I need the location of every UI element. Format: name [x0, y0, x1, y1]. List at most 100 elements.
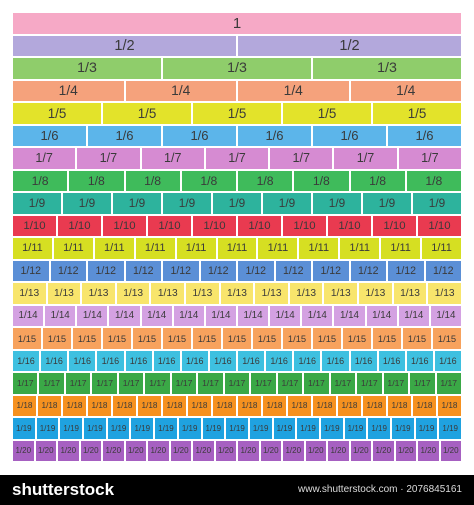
fraction-cell: 1/7 — [140, 147, 205, 170]
fraction-cell: 1/15 — [132, 327, 162, 350]
fraction-cell: 1/11 — [380, 237, 422, 260]
fraction-cell: 1/8 — [180, 169, 237, 192]
fraction-cell: 1/7 — [397, 147, 462, 170]
fraction-cell: 1/15 — [282, 327, 312, 350]
fraction-row: 1/4 1/4 1/4 1/4 — [12, 79, 462, 102]
fraction-row: 1/18 1/18 1/18 1/18 1/18 1/18 1/18 1/18 1/18 1/18… — [12, 394, 462, 417]
fraction-cell: 1/12 — [387, 259, 425, 282]
fraction-cell: 1/17 — [38, 372, 65, 395]
fraction-cell: 1/19 — [106, 417, 131, 440]
fraction-cell: 1/20 — [237, 439, 260, 462]
fraction-row: 1/19 1/19 1/19 1/19 1/19 1/19 1/19 1/19 1/19 1/19… — [12, 417, 463, 440]
fraction-cell: 1/10 — [372, 214, 417, 237]
fraction-cell: 1/8 — [68, 169, 125, 192]
fraction-cell: 1/17 — [117, 372, 145, 395]
fraction-cell: 1/9 — [262, 192, 312, 215]
fraction-cell: 1/11 — [257, 237, 299, 260]
fraction-cell: 1/14 — [140, 304, 173, 327]
fraction-cell: 1/11 — [175, 237, 217, 260]
fraction-cell: 1/11 — [339, 237, 381, 260]
fraction-cell: 1/12 — [312, 259, 350, 282]
fraction-cell: 1/20 — [439, 439, 462, 462]
fraction-cell: 1/16 — [124, 349, 153, 372]
fraction-cell: 1/19 — [414, 417, 439, 440]
logo: shutterstock — [12, 480, 115, 499]
fraction-cell: 1/20 — [304, 439, 327, 462]
fraction-cell: 1/3 — [12, 57, 162, 80]
fraction-cell: 1/15 — [42, 327, 72, 350]
fraction-cell: 1/16 — [349, 349, 378, 372]
fraction-cell: 1/4 — [124, 79, 237, 102]
fraction-row: 1/10 1/10 1/10 1/10 1/10 1/10 1/10 1/10 1/10 1/10 — [12, 214, 462, 237]
fraction-cell: 1/14 — [12, 304, 45, 327]
fraction-cell: 1/9 — [312, 192, 362, 215]
fraction-cell: 1/20 — [57, 439, 80, 462]
fraction-cell: 1/14 — [397, 304, 430, 327]
fraction-cell: 1/4 — [237, 79, 350, 102]
fraction-cell: 1/8 — [293, 169, 350, 192]
footer: shutterstock www.shutterstock.com · 2076… — [0, 475, 474, 505]
fraction-row: 1/13 1/13 1/13 1/13 1/13 1/13 1/13 1/13 1/13 1/13… — [12, 282, 462, 305]
fraction-cell: 1/18 — [187, 394, 212, 417]
fraction-cell: 1/3 — [162, 57, 312, 80]
fraction-cell: 1/18 — [312, 394, 337, 417]
fraction-cell: 1/7 — [12, 147, 77, 170]
fraction-cell: 1/18 — [287, 394, 312, 417]
fraction-cell: 1/9 — [362, 192, 412, 215]
fraction-cell: 1/17 — [170, 372, 198, 395]
fraction-cell: 1/14 — [301, 304, 334, 327]
fraction-cell: 1/20 — [327, 439, 350, 462]
fraction-cell: 1/15 — [312, 327, 342, 350]
fraction-cell: 1/15 — [12, 327, 42, 350]
fraction-cell: 1/16 — [40, 349, 69, 372]
fraction-cell: 1/5 — [192, 102, 282, 125]
fraction-cell: 1/13 — [427, 282, 462, 305]
fraction-cell: 1/16 — [68, 349, 97, 372]
fraction-cell: 1/15 — [222, 327, 252, 350]
fraction-row: 1/12 1/12 1/12 1/12 1/12 1/12 1/12 1/12 1/12 1/12… — [12, 259, 462, 282]
fraction-cell: 1/14 — [172, 304, 205, 327]
fraction-cell: 1/19 — [225, 417, 249, 440]
fraction-cell: 1/16 — [321, 349, 350, 372]
fraction-cell: 1/10 — [417, 214, 462, 237]
fraction-row: 1/8 1/8 1/8 1/8 1/8 1/8 1/8 1/8 — [12, 169, 462, 192]
fraction-cell: 1/13 — [46, 282, 82, 305]
fraction-cell: 1/10 — [102, 214, 147, 237]
fraction-cell: 1/15 — [432, 327, 462, 350]
fraction-cell: 1/9 — [212, 192, 262, 215]
fraction-cell: 1/20 — [282, 439, 305, 462]
fraction-cell: 1/12 — [162, 259, 200, 282]
fraction-cell: 1/18 — [37, 394, 62, 417]
fraction-cell: 1/20 — [102, 439, 125, 462]
fraction-cell: 1/17 — [382, 372, 410, 395]
fraction-cell: 1/5 — [282, 102, 372, 125]
fraction-row: 1/5 1/5 1/5 1/5 1/5 — [12, 102, 462, 125]
fraction-cell: 1/15 — [252, 327, 282, 350]
fraction-cell: 1/5 — [102, 102, 192, 125]
fraction-cell: 1/19 — [272, 417, 297, 440]
fraction-cell: 1/17 — [12, 372, 39, 395]
fraction-cell: 1/7 — [333, 147, 398, 170]
fraction-cell: 1/14 — [44, 304, 77, 327]
fraction-row: 1 — [12, 12, 462, 35]
fraction-cell: 1/9 — [62, 192, 112, 215]
caption: www.shutterstock.com · 2076845161 — [298, 484, 462, 495]
fraction-cell: 1/6 — [87, 124, 162, 147]
fraction-cell: 1/5 — [12, 102, 102, 125]
fraction-row: 1/14 1/14 1/14 1/14 1/14 1/14 1/14 1/14 1/14 1/14… — [12, 304, 462, 327]
fraction-cell: 1/20 — [394, 439, 417, 462]
fraction-cell: 1/2 — [237, 34, 462, 57]
fraction-cell: 1/13 — [254, 282, 289, 305]
fraction-cell: 1/8 — [349, 169, 406, 192]
fraction-cell: 1/11 — [216, 237, 258, 260]
fraction-cell: 1/18 — [212, 394, 237, 417]
fraction-cell: 1/18 — [337, 394, 362, 417]
fraction-row: 1/6 1/6 1/6 1/6 1/6 1/6 — [12, 124, 462, 147]
fraction-cell: 1/13 — [185, 282, 220, 305]
fraction-cell: 1/11 — [93, 237, 135, 260]
fraction-cell: 1/15 — [402, 327, 432, 350]
fraction-cell: 1/16 — [377, 349, 406, 372]
fraction-cell: 1/18 — [412, 394, 437, 417]
fraction-cell: 1/14 — [108, 304, 141, 327]
